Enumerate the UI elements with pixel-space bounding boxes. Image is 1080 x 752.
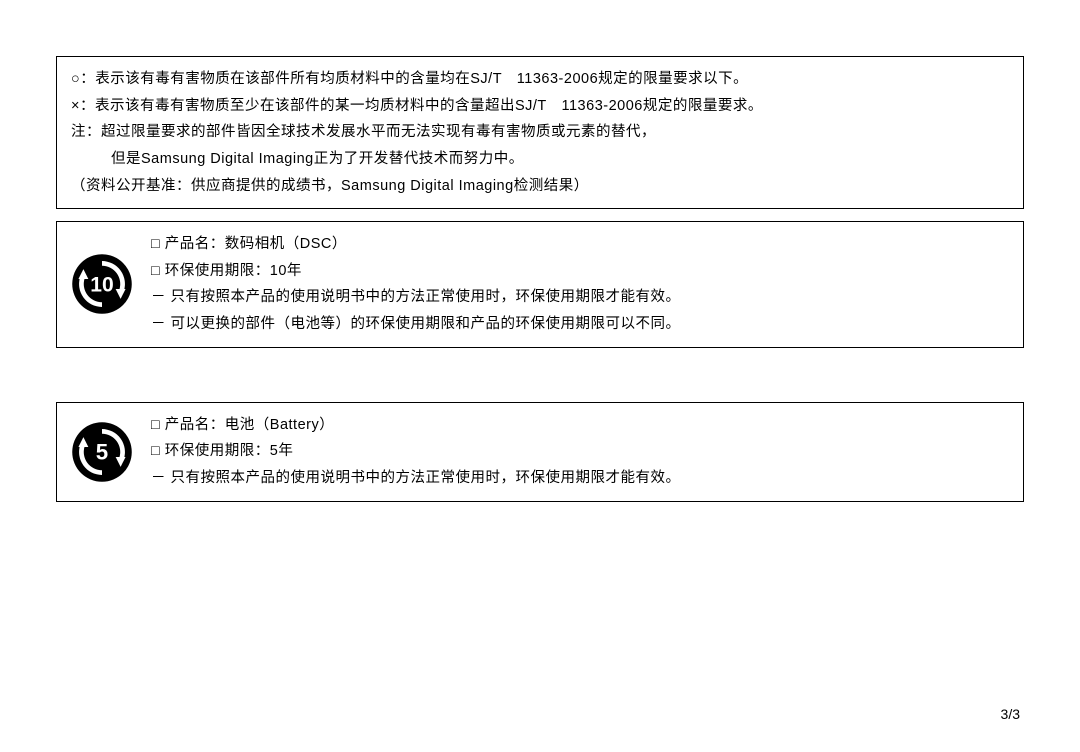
legend-line-note2: 但是Samsung Digital Imaging正为了开发替代技术而努力中。: [71, 147, 1009, 172]
epup-icon-5: 5: [71, 421, 151, 483]
legend-line-circle: ○：表示该有毒有害物质在该部件所有均质材料中的含量均在SJ/T 11363-20…: [71, 67, 1009, 92]
legend-line-cross: ×：表示该有毒有害物质至少在该部件的某一均质材料中的含量超出SJ/T 11363…: [71, 94, 1009, 119]
battery-note1: － 只有按照本产品的使用说明书中的方法正常使用时，环保使用期限才能有效。: [151, 466, 681, 491]
recycle-arrow-icon: 5: [71, 421, 133, 483]
recycle-arrow-icon: 10: [71, 253, 133, 315]
camera-text-block: □ 产品名：数码相机（DSC） □ 环保使用期限：10年 － 只有按照本产品的使…: [151, 230, 681, 339]
epup-icon-10: 10: [71, 253, 151, 315]
legend-line-note1: 注：超过限量要求的部件皆因全球技术发展水平而无法实现有毒有害物质或元素的替代，: [71, 120, 1009, 145]
camera-note2: － 可以更换的部件（电池等）的环保使用期限和产品的环保使用期限可以不同。: [151, 312, 681, 337]
svg-text:10: 10: [90, 274, 113, 297]
document-page: ○：表示该有毒有害物质在该部件所有均质材料中的含量均在SJ/T 11363-20…: [0, 0, 1080, 752]
legend-box: ○：表示该有毒有害物质在该部件所有均质材料中的含量均在SJ/T 11363-20…: [56, 56, 1024, 209]
camera-product-name: □ 产品名：数码相机（DSC）: [151, 232, 681, 257]
battery-text-block: □ 产品名：电池（Battery） □ 环保使用期限：5年 － 只有按照本产品的…: [151, 411, 681, 493]
battery-epup: □ 环保使用期限：5年: [151, 439, 681, 464]
camera-note1: － 只有按照本产品的使用说明书中的方法正常使用时，环保使用期限才能有效。: [151, 285, 681, 310]
legend-line-basis: （资料公开基准：供应商提供的成绩书，Samsung Digital Imagin…: [71, 174, 1009, 199]
product-box-camera: 10 □ 产品名：数码相机（DSC） □ 环保使用期限：10年 － 只有按照本产…: [56, 221, 1024, 348]
product-box-battery: 5 □ 产品名：电池（Battery） □ 环保使用期限：5年 － 只有按照本产…: [56, 402, 1024, 502]
page-number: 3/3: [1001, 706, 1020, 722]
camera-epup: □ 环保使用期限：10年: [151, 259, 681, 284]
battery-product-name: □ 产品名：电池（Battery）: [151, 413, 681, 438]
svg-text:5: 5: [96, 439, 108, 464]
